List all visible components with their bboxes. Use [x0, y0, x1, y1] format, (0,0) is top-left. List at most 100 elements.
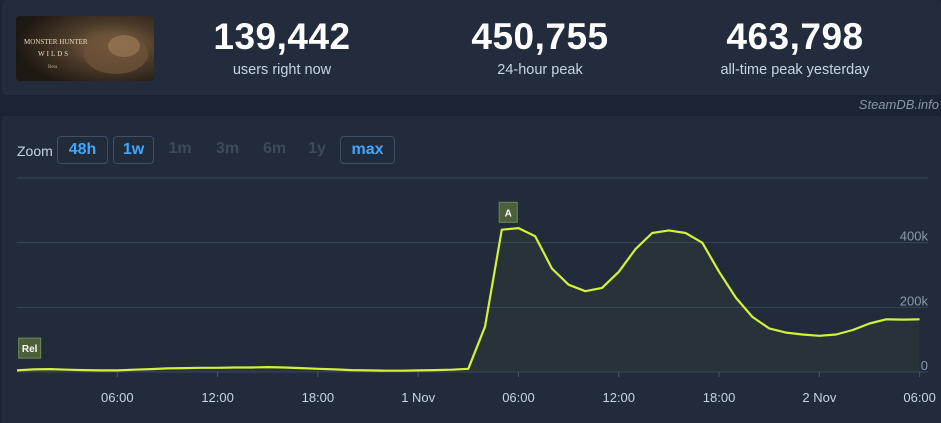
data-point: [298, 365, 304, 371]
data-point: [532, 233, 538, 239]
x-tick-label: 18:00: [703, 390, 736, 405]
y-tick-label: 400k: [900, 229, 929, 244]
svg-text:WILDS: WILDS: [38, 50, 70, 58]
data-point: [415, 367, 421, 373]
data-point: [47, 366, 53, 372]
zoom-1m-button[interactable]: 1m: [168, 140, 192, 157]
data-point: [649, 230, 655, 236]
data-point: [783, 330, 789, 336]
x-tick-label: 1 Nov: [401, 390, 435, 405]
data-point: [231, 364, 237, 370]
data-point: [699, 240, 705, 246]
x-tick-label: 12:00: [201, 390, 234, 405]
x-tick-label: 06:00: [502, 390, 535, 405]
annotation-flag: [18, 337, 42, 359]
data-point: [148, 366, 154, 372]
data-point: [917, 316, 923, 322]
data-point: [549, 266, 555, 272]
data-point: [164, 365, 170, 371]
annotation-label: A: [505, 208, 512, 219]
data-point: [365, 367, 371, 373]
data-point: [98, 367, 104, 373]
game-thumbnail[interactable]: MONSTER HUNTER WILDS Beta: [16, 16, 154, 81]
peak-24h-value: 450,755: [471, 16, 609, 57]
current-users-label: users right now: [232, 62, 332, 78]
data-point: [632, 246, 638, 252]
data-point: [666, 227, 672, 233]
data-point: [582, 288, 588, 294]
zoom-1y-button[interactable]: 1y: [308, 140, 326, 157]
svg-text:Beta: Beta: [48, 65, 58, 70]
all-time-peak-label: all-time peak yesterday: [720, 62, 870, 78]
data-point: [332, 366, 338, 372]
annotation-flag: [498, 201, 518, 223]
steamdb-brand[interactable]: SteamDB.info: [858, 97, 939, 112]
zoom-6m-button[interactable]: 6m: [262, 140, 287, 157]
peak-24h-label: 24-hour peak: [497, 62, 583, 78]
current-users-value: 139,442: [213, 16, 351, 57]
data-point: [281, 364, 287, 370]
data-point: [900, 317, 906, 323]
chart-x-axis: 06:00 12:00 18:00 1 Nov 06:00 12:00 18:00 2 Nov…: [101, 372, 936, 405]
data-point: [465, 366, 471, 372]
data-point: [866, 321, 872, 327]
data-point: [499, 227, 505, 233]
svg-text:MONSTER HUNTER: MONSTER HUNTER: [24, 38, 88, 46]
annotation-label: Rel: [22, 344, 38, 355]
player-count-line: [16, 227, 920, 372]
data-point: [215, 365, 221, 371]
x-tick-label: 2 Nov: [802, 390, 836, 405]
data-point: [432, 367, 438, 373]
data-point: [515, 225, 521, 231]
data-point: [14, 367, 20, 373]
zoom-1w-button[interactable]: 1w: [113, 136, 154, 164]
data-point: [81, 367, 87, 373]
data-point: [482, 324, 488, 330]
data-point: [265, 364, 271, 370]
x-tick-label: 18:00: [302, 390, 335, 405]
x-tick-label: 06:00: [101, 390, 134, 405]
data-point: [131, 367, 137, 373]
x-tick-label: 06:00: [903, 390, 936, 405]
stats-bar: [2, 0, 941, 95]
data-point: [198, 365, 204, 371]
data-point: [248, 364, 254, 370]
data-point: [31, 366, 37, 372]
data-point: [114, 367, 120, 373]
data-point: [716, 269, 722, 275]
chart-y-axis: 0 200k 400k: [900, 229, 929, 373]
chart-annotations: A Rel: [14, 201, 923, 374]
data-point: [315, 366, 321, 372]
data-point: [382, 368, 388, 374]
data-point: [816, 333, 822, 339]
data-point: [566, 282, 572, 288]
zoom-3m-button[interactable]: 3m: [215, 140, 240, 157]
all-time-peak-value: 463,798: [726, 16, 864, 57]
data-point: [800, 331, 806, 337]
data-point: [449, 367, 455, 373]
data-point: [398, 368, 404, 374]
data-point: [883, 316, 889, 322]
data-point: [599, 285, 605, 291]
x-tick-label: 12:00: [602, 390, 635, 405]
data-point: [733, 295, 739, 301]
data-point: [64, 367, 70, 373]
data-point: [833, 331, 839, 337]
stat-current-users: 139,442 users right now: [200, 16, 364, 80]
stat-all-time-peak: 463,798 all-time peak yesterday: [705, 16, 885, 80]
stat-24h-peak: 450,755 24-hour peak: [450, 16, 630, 80]
player-count-area: [17, 228, 920, 372]
chart-gridlines: [17, 177, 928, 373]
game-logo-image: MONSTER HUNTER WILDS Beta: [16, 16, 154, 81]
data-point: [683, 230, 689, 236]
data-point: [749, 314, 755, 320]
data-point: [766, 325, 772, 331]
zoom-48h-button[interactable]: 48h: [57, 136, 108, 164]
y-tick-label: 0: [921, 358, 928, 373]
zoom-max-button[interactable]: max: [340, 136, 395, 164]
data-point: [181, 365, 187, 371]
data-point: [850, 327, 856, 333]
data-point: [348, 367, 354, 373]
data-point: [616, 269, 622, 275]
